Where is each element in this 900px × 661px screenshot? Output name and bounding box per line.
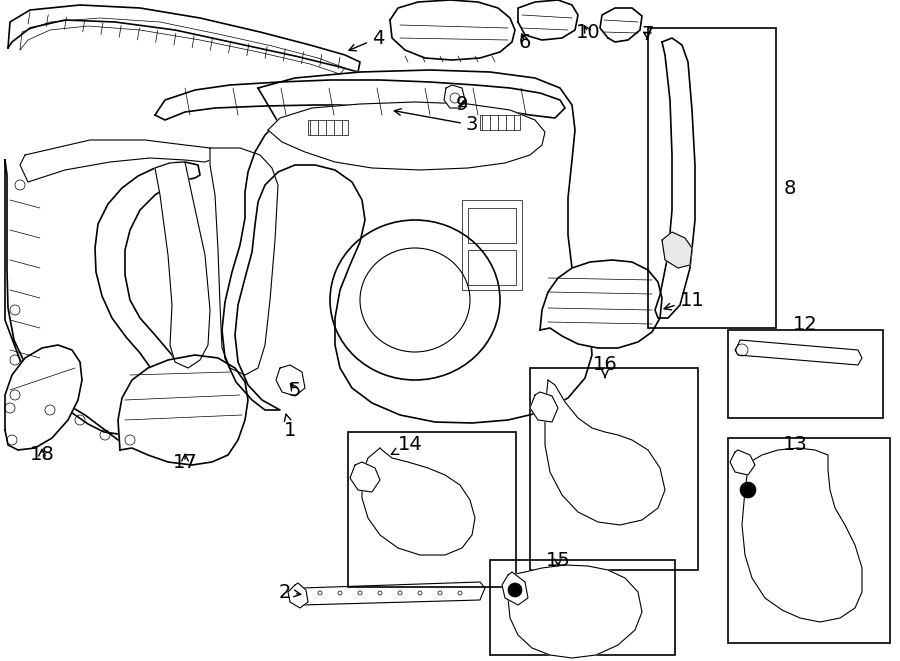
Polygon shape xyxy=(730,450,755,475)
Bar xyxy=(308,120,348,135)
Text: 3: 3 xyxy=(394,108,478,134)
Bar xyxy=(728,438,890,643)
Text: 9: 9 xyxy=(455,95,468,114)
Bar xyxy=(468,208,516,243)
Polygon shape xyxy=(362,448,475,555)
Text: 8: 8 xyxy=(784,178,796,198)
Polygon shape xyxy=(268,102,545,170)
Polygon shape xyxy=(20,140,215,182)
Polygon shape xyxy=(276,365,305,396)
Polygon shape xyxy=(390,0,515,60)
Text: 6: 6 xyxy=(518,32,531,52)
Polygon shape xyxy=(155,162,210,368)
Polygon shape xyxy=(350,462,380,492)
Text: 18: 18 xyxy=(30,446,54,465)
Polygon shape xyxy=(444,85,465,108)
Circle shape xyxy=(508,583,522,597)
Polygon shape xyxy=(655,38,695,318)
Polygon shape xyxy=(502,572,528,605)
Polygon shape xyxy=(540,260,662,348)
Polygon shape xyxy=(210,148,278,375)
Text: 11: 11 xyxy=(664,290,705,310)
Polygon shape xyxy=(298,582,485,605)
Polygon shape xyxy=(742,448,862,622)
Text: 16: 16 xyxy=(592,356,617,377)
Text: 4: 4 xyxy=(349,28,384,51)
Text: 7: 7 xyxy=(642,26,654,44)
Text: 14: 14 xyxy=(392,436,422,455)
Text: 13: 13 xyxy=(783,436,807,455)
Bar xyxy=(728,330,883,418)
Polygon shape xyxy=(662,232,692,268)
Text: 2: 2 xyxy=(279,582,301,602)
Polygon shape xyxy=(518,0,578,40)
Polygon shape xyxy=(5,160,200,445)
Polygon shape xyxy=(508,565,642,658)
Text: 1: 1 xyxy=(284,414,296,440)
Polygon shape xyxy=(600,8,642,42)
Bar xyxy=(530,368,698,570)
Polygon shape xyxy=(118,355,248,465)
Bar xyxy=(468,250,516,285)
Bar xyxy=(480,115,520,130)
Text: 12: 12 xyxy=(793,315,817,334)
Text: 10: 10 xyxy=(576,22,600,42)
Polygon shape xyxy=(530,392,558,422)
Polygon shape xyxy=(8,5,360,72)
Polygon shape xyxy=(155,80,565,120)
Bar xyxy=(348,432,516,587)
Polygon shape xyxy=(735,340,862,365)
Circle shape xyxy=(740,482,756,498)
Text: 17: 17 xyxy=(173,453,197,471)
Polygon shape xyxy=(5,345,82,450)
Text: 15: 15 xyxy=(545,551,571,570)
Bar xyxy=(462,200,522,290)
Bar xyxy=(490,560,675,655)
Polygon shape xyxy=(288,583,308,608)
Bar xyxy=(648,28,776,328)
Polygon shape xyxy=(545,380,665,525)
Text: 5: 5 xyxy=(289,381,302,399)
Polygon shape xyxy=(222,70,592,423)
